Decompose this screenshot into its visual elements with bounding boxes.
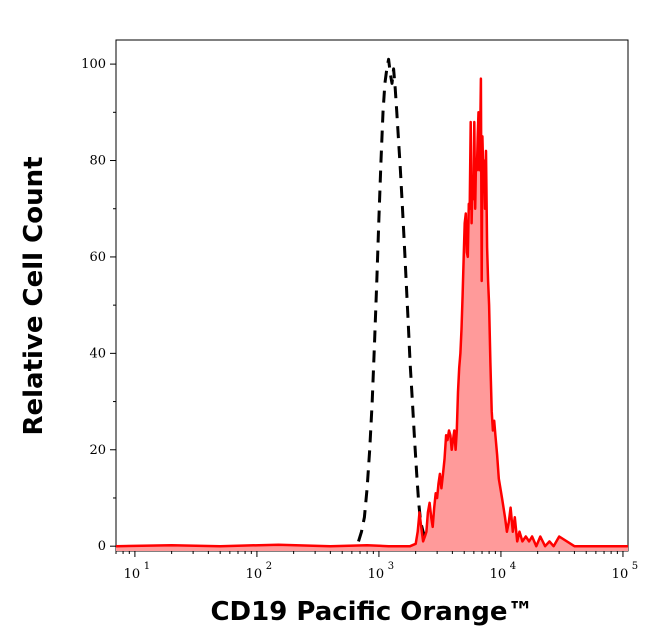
y-tick-label: 60 — [89, 250, 106, 265]
series-group — [115, 57, 628, 551]
y-tick-label: 0 — [98, 539, 106, 554]
x-tick-exponent: 4 — [510, 561, 516, 572]
y-tick-label: 80 — [89, 154, 106, 169]
x-tick-label: 10 — [124, 567, 141, 582]
y-axis-title: Relative Cell Count — [19, 156, 49, 435]
x-tick-exponent: 1 — [144, 561, 150, 572]
x-tick-exponent: 3 — [388, 561, 394, 572]
plot-frame — [115, 39, 629, 552]
y-tick-label: 20 — [89, 443, 106, 458]
x-tick-label: 10 — [368, 567, 385, 582]
x-axis-title: CD19 Pacific Orange™ — [210, 597, 533, 627]
series-0-line — [357, 57, 433, 548]
series-1-fill — [116, 78, 628, 551]
x-tick-exponent: 5 — [632, 561, 638, 572]
y-tick-label: 100 — [81, 57, 106, 72]
x-tick-label: 10 — [612, 567, 629, 582]
y-tick-label: 40 — [89, 346, 106, 361]
x-tick-label: 10 — [246, 567, 263, 582]
series-1-line — [115, 77, 628, 548]
x-tick-label: 10 — [490, 567, 507, 582]
x-tick-exponent: 2 — [266, 561, 272, 572]
